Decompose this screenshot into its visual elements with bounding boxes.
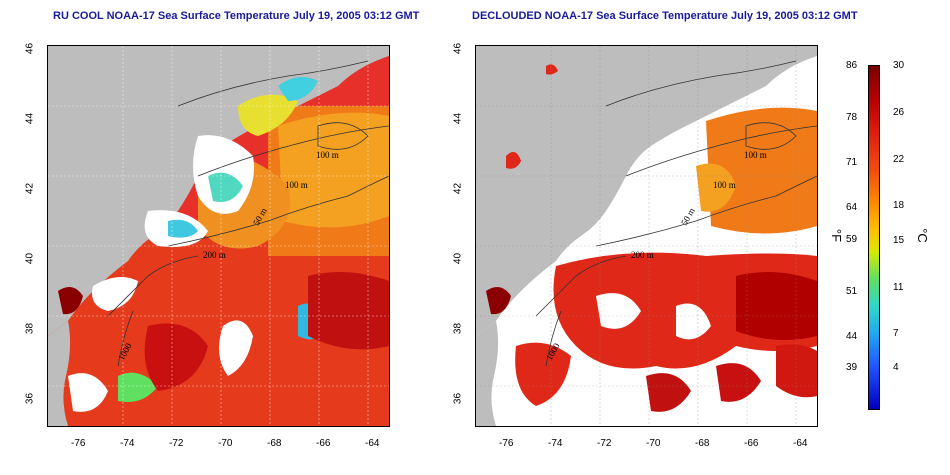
x-tick: -70	[218, 438, 233, 449]
y-tick: 44	[24, 112, 36, 125]
y-tick: 38	[24, 322, 36, 335]
x-tick: -74	[548, 438, 563, 449]
celsius-tick: 4	[893, 362, 899, 373]
y-tick: 42	[452, 182, 464, 195]
x-tick: -66	[744, 438, 759, 449]
x-tick: -74	[120, 438, 135, 449]
contour-label: 200 m	[631, 250, 654, 260]
celsius-unit: °C	[914, 228, 930, 243]
contour-label: 100 m	[285, 180, 308, 190]
contour-label: 100 m	[713, 180, 736, 190]
left-map-title: RU COOL NOAA-17 Sea Surface Temperature …	[53, 10, 420, 22]
fahrenheit-tick: 51	[846, 286, 858, 297]
fahrenheit-tick: 78	[846, 112, 858, 123]
x-tick: -68	[695, 438, 710, 449]
y-tick: 42	[24, 182, 36, 195]
celsius-tick: 30	[893, 60, 905, 71]
x-tick: -70	[646, 438, 661, 449]
x-tick: -64	[793, 438, 808, 449]
x-tick: -76	[499, 438, 514, 449]
fahrenheit-unit: °F	[829, 228, 845, 243]
fahrenheit-tick: 59	[846, 234, 858, 245]
y-tick: 36	[24, 392, 36, 405]
y-tick: 40	[452, 252, 464, 265]
y-tick: 40	[24, 252, 36, 265]
fahrenheit-tick: 44	[846, 331, 858, 342]
celsius-tick: 26	[893, 107, 905, 118]
fahrenheit-tick: 86	[846, 60, 858, 71]
y-tick: 38	[452, 322, 464, 335]
celsius-tick: 7	[893, 328, 899, 339]
celsius-tick: 15	[893, 235, 905, 246]
x-tick: -68	[267, 438, 282, 449]
fahrenheit-tick: 39	[846, 362, 858, 373]
x-tick: -66	[316, 438, 331, 449]
right-sst-map: 100 m 100 m 50 m 200 m 1000	[475, 45, 818, 427]
x-tick: -72	[597, 438, 612, 449]
celsius-tick: 22	[893, 154, 905, 165]
x-tick: -76	[71, 438, 86, 449]
fahrenheit-tick: 71	[846, 157, 858, 168]
left-sst-map: 100 m 100 m 50 m 200 m 1000	[47, 45, 390, 427]
contour-label: 200 m	[203, 250, 226, 260]
contour-label: 100 m	[744, 150, 767, 160]
temperature-colorbar	[868, 65, 880, 410]
fahrenheit-tick: 64	[846, 202, 858, 213]
x-tick: -64	[365, 438, 380, 449]
y-tick: 44	[452, 112, 464, 125]
y-tick: 46	[24, 42, 36, 55]
contour-label: 100 m	[316, 150, 339, 160]
y-tick: 36	[452, 392, 464, 405]
x-tick: -72	[169, 438, 184, 449]
right-map-graphic: 100 m 100 m 50 m 200 m 1000	[476, 46, 817, 426]
y-tick: 46	[452, 42, 464, 55]
right-map-title: DECLOUDED NOAA-17 Sea Surface Temperatur…	[472, 10, 858, 22]
celsius-tick: 18	[893, 200, 905, 211]
celsius-tick: 11	[893, 282, 904, 293]
left-map-graphic: 100 m 100 m 50 m 200 m 1000	[48, 46, 389, 426]
